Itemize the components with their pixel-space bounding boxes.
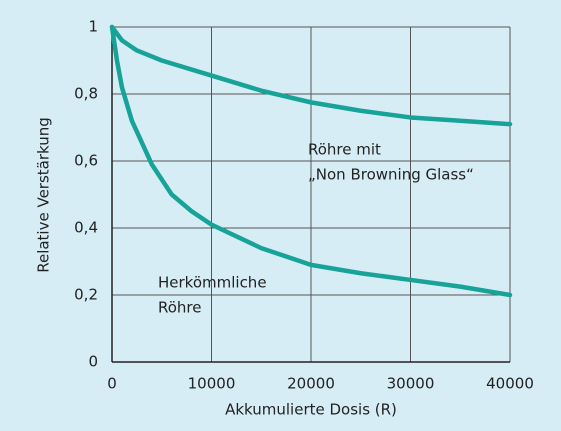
y-tick-label: 1 [88, 18, 98, 36]
annotation: Röhre [158, 299, 202, 317]
x-axis-label: Akkumulierte Dosis (R) [225, 401, 397, 419]
annotation: Herkömmliche [158, 274, 267, 292]
x-tick-label: 0 [107, 375, 117, 393]
annotation: „Non Browning Glass“ [308, 166, 474, 184]
x-tick-label: 30000 [387, 375, 435, 393]
x-tick-label: 40000 [486, 375, 534, 393]
y-tick-label: 0 [88, 353, 98, 371]
y-axis-label: Relative Verstärkung [35, 117, 53, 273]
y-tick-label: 0,6 [74, 152, 98, 170]
line-series [109, 24, 513, 127]
y-tick-label: 0,2 [74, 286, 98, 304]
annotation: Röhre mit [308, 141, 381, 159]
y-tick-label: 0,4 [74, 219, 98, 237]
x-tick-label: 10000 [188, 375, 236, 393]
y-tick-label: 0,8 [74, 85, 98, 103]
line-series [109, 24, 513, 298]
x-tick-label: 20000 [287, 375, 335, 393]
